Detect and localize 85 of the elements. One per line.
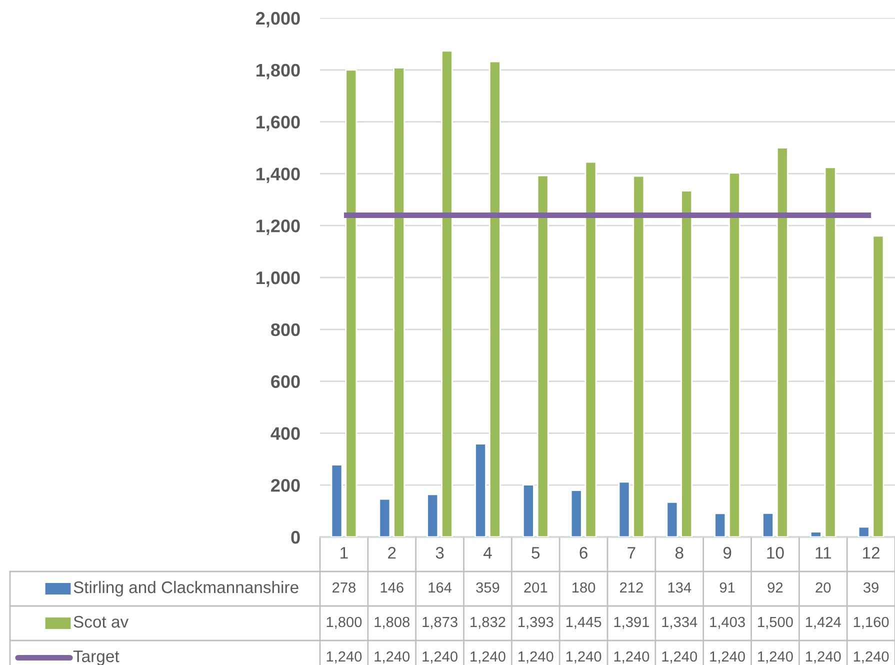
data-label: 1,403 [710, 616, 745, 629]
x-tick-label: 2 [388, 546, 396, 559]
bar [474, 443, 486, 537]
data-label: 1,240 [470, 651, 506, 664]
y-tick-label: 1,400 [256, 168, 300, 184]
y-tick-label: 400 [270, 427, 300, 440]
x-tick-label: 11 [816, 547, 831, 559]
data-label: 1,240 [422, 651, 458, 664]
data-label: 1,832 [470, 616, 506, 629]
bar [345, 69, 358, 537]
bar [536, 174, 549, 537]
x-tick-label: 5 [532, 547, 540, 559]
x-tick-label: 3 [436, 546, 444, 559]
bar [522, 484, 534, 537]
data-label: 91 [720, 582, 735, 593]
bar [680, 190, 693, 537]
bar [810, 531, 822, 537]
data-label: 1,500 [758, 616, 793, 629]
x-tick-label: 12 [863, 546, 880, 559]
data-label: 1,240 [710, 651, 745, 664]
bar [378, 498, 391, 537]
y-tick-label: 200 [271, 479, 300, 492]
y-tick-label: 1,800 [256, 64, 300, 80]
legend-label: Scot av [74, 616, 129, 628]
bar [776, 147, 788, 537]
bar [393, 67, 406, 537]
y-tick-label: 600 [271, 375, 300, 388]
data-label: 1,240 [326, 651, 362, 664]
x-tick-label: 10 [767, 546, 784, 559]
y-tick-label: 0 [291, 530, 300, 544]
data-label: 180 [572, 582, 596, 593]
bar [858, 526, 870, 537]
data-label: 1,240 [518, 651, 554, 664]
data-label: 20 [816, 582, 831, 593]
bar [618, 481, 630, 537]
data-label: 1,160 [854, 616, 889, 629]
legend-label: Stirling and Clackmannanshire [74, 580, 298, 597]
data-label: 1,240 [806, 651, 841, 664]
data-label: 201 [524, 582, 548, 593]
x-tick-label: 7 [628, 547, 636, 559]
x-tick-label: 6 [580, 546, 588, 559]
data-label: 146 [380, 582, 404, 593]
bar [330, 464, 343, 537]
data-label: 92 [768, 582, 783, 593]
data-label: 278 [332, 582, 356, 593]
x-tick-label: 8 [675, 546, 684, 559]
data-label: 212 [620, 582, 643, 593]
data-label: 1,240 [614, 651, 650, 664]
bar [570, 490, 582, 537]
y-tick-label: 1,000 [256, 271, 300, 287]
bar [762, 512, 774, 537]
data-label: 1,334 [662, 616, 698, 629]
data-label: 1,391 [614, 616, 649, 629]
y-tick-label: 1,600 [256, 116, 300, 132]
data-label: 1,445 [566, 616, 602, 629]
data-label: 39 [863, 582, 878, 593]
data-label: 1,808 [374, 616, 410, 629]
data-label: 1,240 [758, 651, 793, 664]
data-label: 1,873 [422, 616, 458, 629]
data-label: 164 [428, 582, 452, 593]
bar [488, 60, 501, 537]
x-tick-label: 1 [340, 547, 348, 559]
bar [632, 175, 645, 537]
bar [584, 161, 597, 537]
x-tick-label: 4 [483, 547, 492, 559]
y-tick-label: 2,000 [256, 12, 300, 28]
y-tick-label: 1,200 [256, 220, 300, 235]
data-label: 1,240 [854, 651, 889, 664]
data-label: 359 [476, 582, 500, 593]
data-label: 1,240 [662, 651, 698, 664]
bar [666, 502, 678, 537]
bar [426, 494, 439, 537]
data-label: 134 [668, 582, 692, 593]
data-label: 1,800 [326, 616, 362, 629]
data-label: 1,240 [374, 651, 410, 664]
y-tick-label: 800 [271, 323, 300, 336]
bar [728, 172, 740, 537]
bar [441, 50, 453, 537]
data-label: 1,393 [518, 616, 554, 629]
bar [872, 235, 884, 537]
bar [824, 166, 836, 537]
bar [714, 512, 726, 537]
x-tick-label: 9 [723, 546, 732, 559]
data-label: 1,424 [806, 616, 841, 629]
data-label: 1,240 [566, 651, 602, 664]
